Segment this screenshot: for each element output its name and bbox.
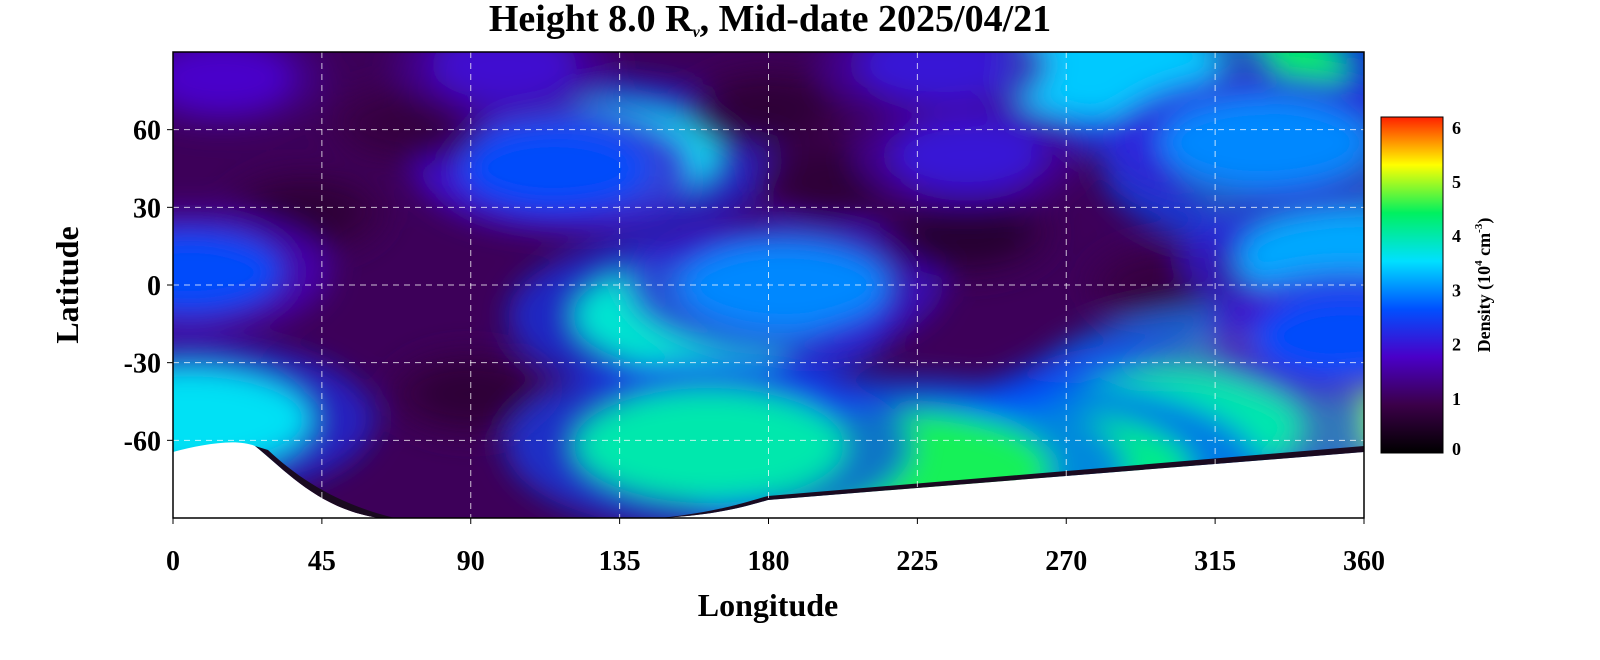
density-feature-6 xyxy=(908,203,1026,264)
density-feature-28 xyxy=(430,52,577,101)
no-data-region-right xyxy=(660,452,1364,518)
density-feature-22 xyxy=(573,388,845,503)
colorbar-label-exp1: 4 xyxy=(1473,260,1485,266)
chart-title-suffix: , Mid-date 2025/04/21 xyxy=(699,0,1052,40)
x-tick-label-0: 0 xyxy=(166,546,180,577)
y-tick-label-0: 60 xyxy=(133,116,161,147)
chart-title-prefix: Height 8.0 R xyxy=(488,0,693,40)
density-feature-13 xyxy=(352,96,457,153)
colorbar-tick-label-4: 4 xyxy=(1452,226,1461,246)
density-feature-17 xyxy=(1158,96,1364,190)
heatmap-area xyxy=(173,52,1364,518)
colorbar-tick-label-3: 3 xyxy=(1452,280,1461,300)
colorbar-label-suffix: ) xyxy=(1474,218,1495,224)
y-tick-label-2: 0 xyxy=(147,271,161,302)
colorbar-label-mid: cm xyxy=(1474,233,1494,260)
density-feature-27 xyxy=(173,52,293,113)
no-data-region-left xyxy=(173,442,380,518)
x-tick-label-5: 225 xyxy=(896,546,938,577)
x-tick-label-7: 315 xyxy=(1194,546,1236,577)
y-axis-label: Latitude xyxy=(49,226,85,343)
colorbar-label-exp2: -3 xyxy=(1473,223,1485,233)
x-axis-label: Longitude xyxy=(698,587,838,623)
colorbar-gradient xyxy=(1380,116,1444,454)
colorbar-ticks: 0 1 2 3 4 5 6 xyxy=(1452,118,1461,459)
x-tick-label-1: 45 xyxy=(308,546,336,577)
y-tick-label-4: -60 xyxy=(124,426,161,457)
x-axis-ticks: 0 45 90 135 180 225 270 315 360 xyxy=(166,518,1385,577)
colorbar-label-prefix: Density (10 xyxy=(1474,266,1495,353)
x-tick-label-3: 135 xyxy=(599,546,641,577)
density-feature-24 xyxy=(173,229,284,315)
grid-lines xyxy=(173,52,1364,518)
density-feature-3 xyxy=(459,126,648,211)
density-feature-30 xyxy=(890,119,1044,192)
y-tick-label-3: -30 xyxy=(124,349,161,380)
no-data-edge-left xyxy=(255,446,395,518)
colorbar-tick-label-0: 0 xyxy=(1452,439,1461,459)
colorbar-tick-label-2: 2 xyxy=(1452,335,1461,355)
colorbar-label: Density (104 cm-3) xyxy=(1473,218,1495,353)
no-data-edge-right xyxy=(660,446,1364,518)
chart-title-subscript: v xyxy=(692,24,700,41)
density-blobs xyxy=(173,52,1364,518)
y-axis-ticks: 60 30 0 -30 -60 xyxy=(124,116,173,457)
density-feature-29 xyxy=(857,52,1010,102)
x-tick-label-4: 180 xyxy=(748,546,790,577)
density-feature-1 xyxy=(679,238,891,332)
colorbar-tick-label-1: 1 xyxy=(1452,389,1461,409)
chart-title: Height 8.0 Rv, Mid-date 2025/04/21 xyxy=(0,0,1540,52)
x-tick-label-8: 360 xyxy=(1343,546,1385,577)
colorbar-tick-label-5: 5 xyxy=(1452,172,1461,192)
x-tick-label-6: 270 xyxy=(1045,546,1087,577)
y-tick-label-1: 30 xyxy=(133,193,161,224)
colorbar-tick-label-6: 6 xyxy=(1452,118,1461,138)
x-tick-label-2: 90 xyxy=(457,546,485,577)
density-feature-26 xyxy=(1253,294,1364,380)
